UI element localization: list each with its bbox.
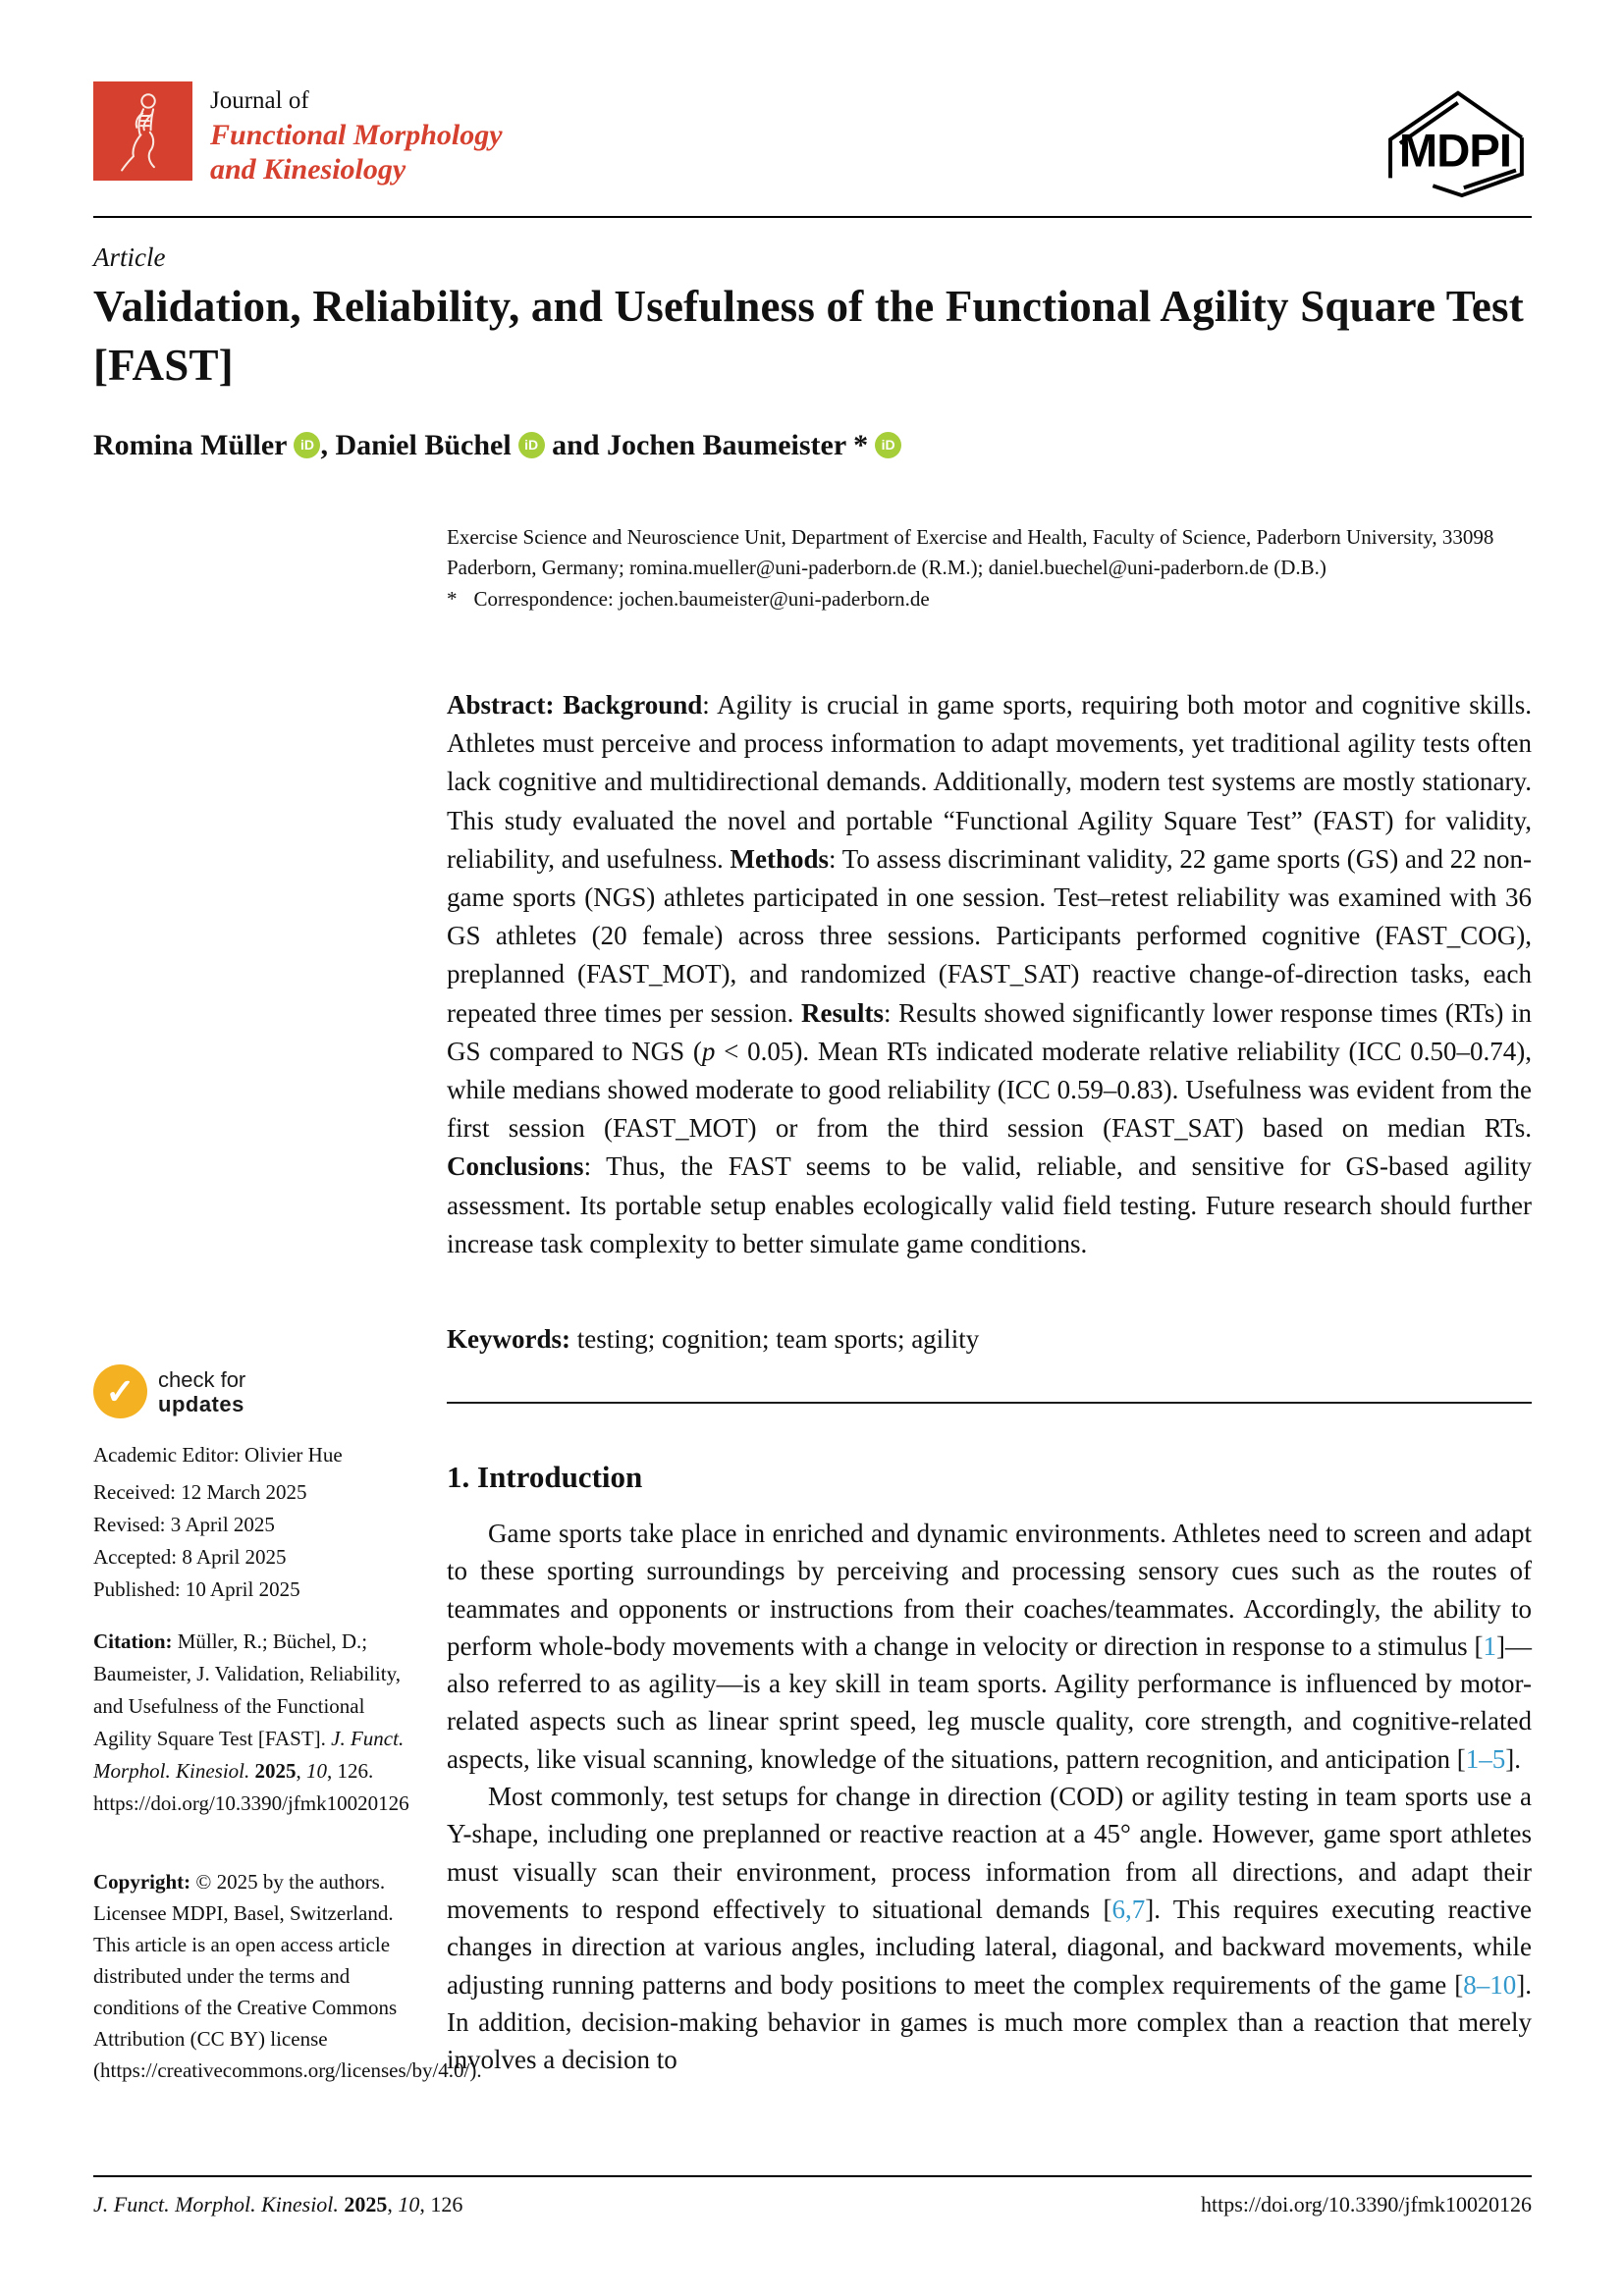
received-date: Received: 12 March 2025 <box>93 1480 307 1504</box>
keywords-text: testing; cognition; team sports; agility <box>576 1324 980 1354</box>
keywords-rule <box>447 1402 1532 1404</box>
academic-editor: Academic Editor: Olivier Hue <box>93 1443 343 1467</box>
intro-paragraph-1: Game sports take place in enriched and d… <box>447 1519 1532 1774</box>
page-title: Validation, Reliability, and Usefulness … <box>93 282 1524 390</box>
journal-name-line1: Functional Morphology <box>210 118 503 151</box>
author-1: Romina Müller <box>93 429 288 461</box>
check-for-updates-badge[interactable]: ✓ check for updates <box>93 1364 245 1418</box>
author-3: Jochen Baumeister * <box>607 429 869 461</box>
citation-block: Citation: Müller, R.; Büchel, D.; Baumei… <box>93 1629 409 1815</box>
footer-journal-ref: J. Funct. Morphol. Kinesiol. 2025, 10, 1… <box>93 2192 463 2216</box>
page-footer: J. Funct. Morphol. Kinesiol. 2025, 10, 1… <box>93 2192 1532 2217</box>
correspondence-line: * Correspondence: jochen.baumeister@uni-… <box>447 584 1539 614</box>
article-type-label: Article <box>93 242 166 272</box>
author-2: Daniel Büchel <box>335 429 512 461</box>
check-icon: ✓ <box>93 1364 147 1418</box>
keywords-line: Keywords: testing; cognition; team sport… <box>447 1324 1532 1355</box>
orcid-icon[interactable]: iD <box>875 431 902 458</box>
authors-line: Romina Müller iD, Daniel Büchel iD and Joc… <box>93 429 902 462</box>
abstract-paragraph: Abstract: Background: Agility is crucial… <box>447 690 1532 1258</box>
published-date: Published: 10 April 2025 <box>93 1577 300 1601</box>
citation-link[interactable]: 8–10 <box>1463 1969 1517 2000</box>
copyright-block: Copyright: © 2025 by the authors. Licens… <box>93 1870 482 2082</box>
affiliation-text: Exercise Science and Neuroscience Unit, … <box>447 525 1494 579</box>
orcid-icon[interactable]: iD <box>517 431 545 458</box>
correspondence-text[interactable]: Correspondence: jochen.baumeister@uni-pa… <box>473 587 930 611</box>
journal-prefix: Journal of <box>210 87 309 114</box>
journal-logo: Journal of Functional Morphology and Kin… <box>93 81 503 187</box>
article-dates: Received: 12 March 2025 Revised: 3 April… <box>93 1476 424 1606</box>
mdpi-logo: MDPI <box>1377 81 1532 201</box>
introduction-section: Game sports take place in enriched and d… <box>447 1515 1532 2078</box>
keywords-label: Keywords: <box>447 1324 577 1354</box>
affiliation-block: Exercise Science and Neuroscience Unit, … <box>447 522 1539 614</box>
orcid-icon[interactable]: iD <box>294 431 321 458</box>
author-separator: and <box>544 429 608 461</box>
footer-rule <box>93 2175 1532 2177</box>
journal-name: Journal of Functional Morphology and Kin… <box>210 81 503 187</box>
section-heading-introduction: 1. Introduction <box>447 1460 643 1494</box>
journal-name-line2: and Kinesiology <box>210 152 406 186</box>
accepted-date: Accepted: 8 April 2025 <box>93 1545 287 1569</box>
journal-header: Journal of Functional Morphology and Kin… <box>93 81 1532 201</box>
runner-icon <box>93 81 192 181</box>
check-for-updates-line2: updates <box>158 1391 244 1416</box>
author-separator: , <box>320 429 336 461</box>
mdpi-logo-text: MDPI <box>1399 126 1511 178</box>
revised-date: Revised: 3 April 2025 <box>93 1513 275 1536</box>
footer-doi-link[interactable]: https://doi.org/10.3390/jfmk10020126 <box>1201 2192 1532 2216</box>
citation-link[interactable]: 1–5 <box>1465 1743 1506 1774</box>
header-rule <box>93 216 1532 218</box>
citation-link[interactable]: 6,7 <box>1111 1894 1146 1924</box>
citation-link[interactable]: 1 <box>1483 1630 1497 1661</box>
correspondence-marker: * <box>447 587 458 611</box>
check-for-updates-label: check for updates <box>158 1367 245 1416</box>
intro-paragraph-2: Most commonly, test setups for change in… <box>447 1782 1532 2075</box>
check-for-updates-line1: check for <box>158 1366 246 1392</box>
